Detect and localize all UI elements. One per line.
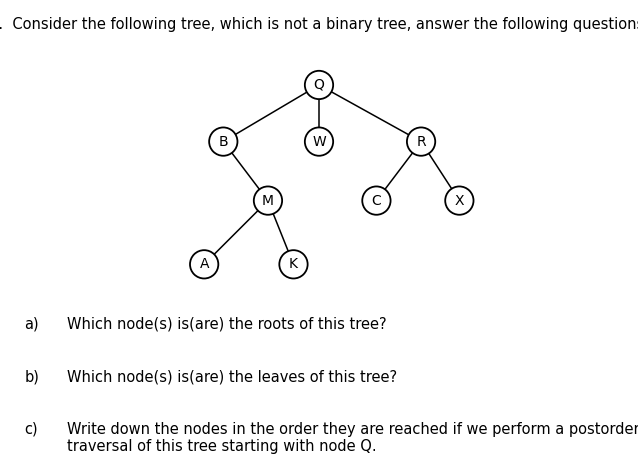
Text: A: A	[200, 257, 209, 271]
Ellipse shape	[407, 127, 435, 156]
Text: W: W	[312, 135, 326, 149]
Text: b): b)	[24, 369, 39, 384]
Text: C: C	[371, 194, 382, 208]
Ellipse shape	[190, 250, 218, 278]
Text: Which node(s) is(are) the roots of this tree?: Which node(s) is(are) the roots of this …	[67, 316, 387, 331]
Text: Q: Q	[313, 78, 325, 92]
Ellipse shape	[254, 186, 282, 215]
Ellipse shape	[362, 186, 390, 215]
Ellipse shape	[209, 127, 237, 156]
Text: K: K	[289, 257, 298, 271]
Text: B: B	[218, 135, 228, 149]
Ellipse shape	[305, 71, 333, 99]
Text: c): c)	[24, 422, 38, 437]
Ellipse shape	[305, 127, 333, 156]
Ellipse shape	[445, 186, 473, 215]
Text: Which node(s) is(are) the leaves of this tree?: Which node(s) is(are) the leaves of this…	[67, 369, 397, 384]
Text: X: X	[455, 194, 464, 208]
Text: M: M	[262, 194, 274, 208]
Text: Write down the nodes in the order they are reached if we perform a postorder
tra: Write down the nodes in the order they a…	[67, 422, 638, 455]
Ellipse shape	[279, 250, 308, 278]
Text: 2.  Consider the following tree, which is not a binary tree, answer the followin: 2. Consider the following tree, which is…	[0, 17, 638, 32]
Text: a): a)	[24, 316, 39, 331]
Text: R: R	[416, 135, 426, 149]
